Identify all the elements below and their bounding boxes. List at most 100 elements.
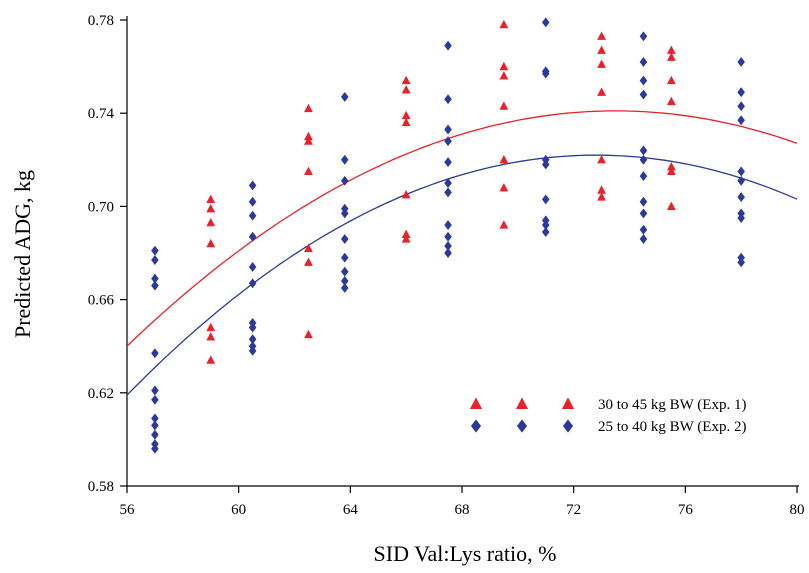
data-point-triangle xyxy=(401,117,411,127)
data-point-diamond xyxy=(151,245,159,256)
data-point-triangle xyxy=(304,136,313,145)
data-point-triangle xyxy=(304,131,313,141)
y-tick-label: 0.78 xyxy=(88,13,114,29)
data-point-diamond xyxy=(444,124,452,135)
data-point-triangle xyxy=(401,234,411,243)
legend-label: 30 to 45 kg BW (Exp. 1) xyxy=(598,397,746,413)
data-point-diamond xyxy=(639,208,648,219)
data-point-triangle xyxy=(499,101,509,110)
data-point-triangle xyxy=(206,332,216,341)
data-point-diamond xyxy=(340,154,349,165)
data-point-triangle xyxy=(499,182,509,192)
data-point-diamond xyxy=(340,276,349,286)
legend-marker-triangle xyxy=(561,397,575,409)
axes: 0.58 0.62 0.66 0.70 0.74 0.78 56 60 64 68 72 76 80 xyxy=(88,13,805,518)
data-point-triangle xyxy=(499,61,509,71)
data-point-triangle xyxy=(666,201,676,210)
data-point-diamond xyxy=(444,178,452,189)
data-point-triangle xyxy=(206,194,216,204)
data-point-diamond xyxy=(639,89,648,100)
x-tick-label: 72 xyxy=(566,502,581,518)
legend-label: 25 to 40 kg BW (Exp. 2) xyxy=(598,419,746,435)
data-point-triangle xyxy=(304,243,313,252)
data-point-diamond xyxy=(248,231,257,242)
data-point-diamond xyxy=(444,187,452,198)
data-point-diamond xyxy=(541,220,550,230)
data-point-diamond xyxy=(248,262,257,272)
data-point-diamond xyxy=(737,192,745,203)
data-point-diamond xyxy=(541,68,550,79)
data-point-diamond xyxy=(248,345,257,356)
data-point-triangle xyxy=(206,322,216,332)
data-point-diamond xyxy=(248,278,257,289)
x-tick-label: 68 xyxy=(455,502,470,518)
x-axis-title: SID Val:Lys ratio, % xyxy=(374,541,557,566)
x-tick-label: 80 xyxy=(790,502,805,518)
fit-curves xyxy=(126,110,798,396)
data-point-diamond xyxy=(639,234,648,244)
y-tick-label: 0.66 xyxy=(88,293,115,309)
data-point-diamond xyxy=(151,280,159,291)
data-point-diamond xyxy=(541,194,550,205)
data-point-diamond xyxy=(541,159,550,170)
data-point-diamond xyxy=(151,273,159,284)
data-point-triangle xyxy=(206,217,216,227)
data-point-diamond xyxy=(151,429,159,440)
data-point-triangle xyxy=(666,161,676,171)
legend-marker-diamond xyxy=(470,419,482,433)
data-point-diamond xyxy=(151,255,159,265)
data-point-triangle xyxy=(666,166,676,176)
data-point-diamond xyxy=(639,224,648,235)
data-point-triangle xyxy=(499,19,509,29)
data-point-diamond xyxy=(444,94,452,105)
data-point-diamond xyxy=(340,91,349,102)
data-point-triangle xyxy=(401,189,411,199)
data-point-diamond xyxy=(737,101,745,112)
x-tick-label: 64 xyxy=(343,502,359,518)
data-point-triangle xyxy=(597,87,606,96)
data-point-triangle xyxy=(304,257,313,266)
data-point-triangle xyxy=(401,229,411,238)
data-point-triangle xyxy=(304,103,313,113)
data-point-diamond xyxy=(248,180,257,191)
data-point-diamond xyxy=(737,257,745,268)
data-point-triangle xyxy=(304,166,313,176)
data-point-triangle xyxy=(206,203,216,213)
data-point-diamond xyxy=(340,252,349,263)
y-tick-label: 0.58 xyxy=(88,479,114,495)
x-tick-label: 60 xyxy=(231,502,246,518)
data-point-diamond xyxy=(639,171,648,182)
data-point-triangle xyxy=(499,71,509,80)
data-point-diamond xyxy=(151,394,159,405)
data-point-diamond xyxy=(340,266,349,277)
data-point-triangle xyxy=(597,192,606,201)
data-point-diamond xyxy=(737,115,745,126)
fit-curve xyxy=(126,154,798,396)
data-point-diamond xyxy=(639,56,648,67)
data-point-diamond xyxy=(444,136,452,147)
data-point-triangle xyxy=(597,31,606,40)
data-point-diamond xyxy=(444,157,452,168)
data-point-triangle xyxy=(666,75,676,85)
data-point-triangle xyxy=(666,45,676,54)
data-point-diamond xyxy=(737,166,745,177)
data-point-diamond xyxy=(340,234,349,244)
data-point-diamond xyxy=(151,348,159,359)
legend-marker-triangle xyxy=(515,397,529,409)
data-point-diamond xyxy=(151,413,159,424)
data-point-triangle xyxy=(206,355,216,364)
y-axis-title: Predicted ADG, kg xyxy=(10,170,35,338)
data-point-diamond xyxy=(340,208,349,219)
data-point-diamond xyxy=(737,213,745,223)
data-point-diamond xyxy=(248,334,257,345)
data-point-diamond xyxy=(737,87,745,98)
data-point-diamond xyxy=(151,420,159,431)
fit-curve xyxy=(126,110,798,347)
data-point-diamond xyxy=(248,210,257,221)
data-points xyxy=(151,17,745,454)
legend: 30 to 45 kg BW (Exp. 1) 25 to 40 kg BW (E… xyxy=(469,397,746,435)
data-point-diamond xyxy=(737,56,745,67)
data-point-diamond xyxy=(340,283,349,293)
